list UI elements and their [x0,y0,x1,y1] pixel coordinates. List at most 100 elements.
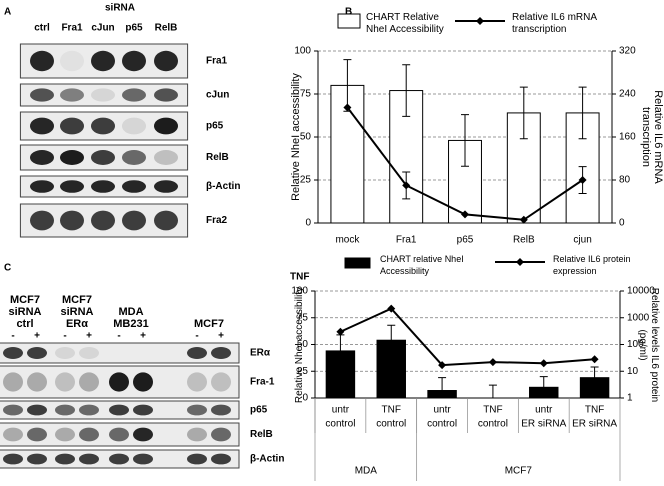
blot-band [55,372,75,392]
x-tick-label: p65 [457,235,474,246]
blot-band [79,372,99,392]
panel-label: B [345,7,352,18]
blot-row-label: Fra2 [206,215,228,226]
blot-band [187,427,207,442]
blot-band [60,210,84,231]
line-marker [438,361,447,370]
blot-row-label: β-Actin [206,181,240,192]
blot-band [154,210,178,231]
treatment-label: - [63,331,66,342]
blot-band [122,117,146,135]
blot-row-label: Fra-1 [250,377,275,388]
blot-band [27,404,47,416]
blot-band [27,347,47,359]
line-marker [488,358,497,367]
y-tick-label: 0 [305,218,311,229]
legend-label: Relative IL6 mRNA transcription [512,12,597,35]
blot-band [30,117,54,135]
blot-band [79,453,99,465]
blot-header: siRNA [105,3,135,14]
blot-strip [0,365,240,399]
treatment-label: + [218,331,224,342]
y-tick-label: 25 [297,366,309,377]
bar [376,339,406,399]
x-subcategory-label: ER siRNA [521,419,566,430]
lane-label: ctrl [34,23,50,34]
treatment-label: - [195,331,198,342]
blot-band [211,347,231,359]
blot-band [122,88,146,102]
line [340,307,595,367]
group-label: MCF7 siRNA ctrl [8,294,42,330]
blot-band [79,347,99,359]
blot-band [187,372,207,392]
blot-row-label: RelB [250,429,273,440]
blot-band [91,150,115,165]
group-label: MDA MB231 [113,306,149,330]
legend-label: CHART relative NheI Accessibility [380,254,464,276]
blot-band [60,150,84,165]
blot-band [187,404,207,416]
y-axis-title: Relative NheI accessibility [290,73,302,201]
legend-label: Relative IL6 protein expression [553,254,631,276]
error-bar [590,366,599,389]
blot-band [154,88,178,102]
blot-band [27,453,47,465]
blot-band [55,404,75,416]
y-tick-label: 25 [300,175,312,186]
blot-band [211,372,231,392]
x-tick-label: Fra1 [396,235,417,246]
x-tick-label: mock [335,235,360,246]
group-label: MDA [355,466,378,477]
line-marker [461,210,469,219]
error-bar [387,324,396,356]
y2-axis-title: Relative IL6 mRNA transcription [640,90,664,184]
blot-band [60,88,84,102]
x-tick-label: untr [535,405,553,416]
blot-band [60,117,84,135]
lane-label: RelB [155,23,178,34]
blot-band [154,180,178,193]
blot-row-label: Fra1 [206,56,228,67]
y2-axis-title: Relative levels IL6 protein (pg/ml) [637,287,660,403]
line-marker [578,176,587,184]
blot-row-label: cJun [206,90,229,101]
blot-row-label: p65 [250,405,268,416]
x-subcategory-label: ER siRNA [572,419,617,430]
legend-marker [516,258,524,266]
blot-band [91,117,115,135]
blot-band [154,150,178,165]
blot-band [55,453,75,465]
x-tick-label: untr [433,405,451,416]
blot-band [60,180,84,193]
y-tick-label: 100 [291,286,308,297]
error-bar [578,86,587,140]
lane-label: p65 [125,23,143,34]
y-tick-label: 75 [300,89,312,100]
treatment-label: + [34,331,40,342]
blot-band [55,427,75,442]
line-marker [402,181,411,190]
y-tick-label: 50 [297,339,309,350]
panel-label: A [4,7,11,18]
group-label: MCF7 [194,318,224,330]
blot-band [122,150,146,165]
blot-row-label: β-Actin [250,454,284,465]
x-tick-label: TNF [585,405,604,416]
blot-band [133,427,153,442]
line-marker [387,304,396,313]
blot-band [109,404,129,416]
error-bar [402,64,411,117]
blot-band [154,50,178,72]
y2-tick-label: 10000 [627,286,655,297]
blot-band [187,347,207,359]
y2-tick-label: 320 [619,46,636,57]
blot-band [122,180,146,193]
blot-band [55,347,75,359]
blot-row-label: ERα [250,348,271,359]
error-bar [461,114,469,167]
blot-band [187,453,207,465]
blot-band [3,347,23,359]
